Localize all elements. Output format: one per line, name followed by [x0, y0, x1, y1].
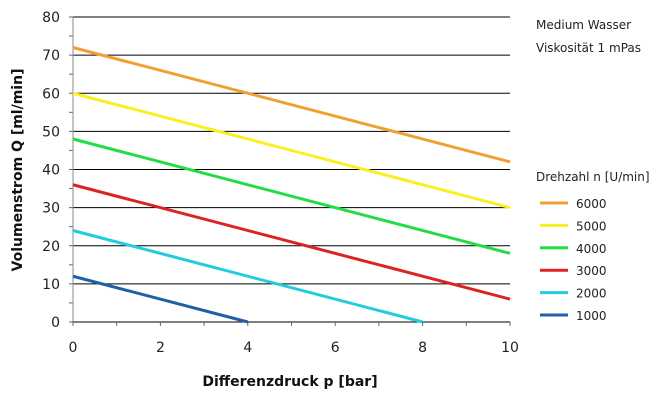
legend-title: Drehzahl n [U/min]	[536, 170, 650, 184]
x-tick-label: 8	[418, 340, 427, 356]
y-tick-label: 80	[42, 10, 60, 26]
y-tick-labels: 0 10 20 30 40 50 60 70 80	[42, 10, 60, 331]
series-line-4000	[72, 137, 511, 255]
grid	[73, 16, 510, 285]
legend-label-6000: 6000	[576, 197, 607, 211]
legend-label-4000: 4000	[576, 242, 607, 256]
legend: Drehzahl n [U/min] 6000 5000 4000 3000 2000 1…	[536, 170, 650, 323]
series-lines	[72, 46, 511, 324]
y-tick-label: 0	[51, 315, 60, 331]
y-tick-label: 40	[42, 163, 60, 179]
legend-label-3000: 3000	[576, 264, 607, 278]
series-line-1000	[72, 274, 249, 324]
y-tick-label: 50	[42, 124, 60, 140]
x-axis-title: Differenzdruck p [bar]	[202, 374, 377, 390]
legend-label-1000: 1000	[576, 309, 607, 323]
x-tick-labels: 0 2 4 6 8 10	[69, 340, 519, 356]
y-tick-label: 30	[42, 201, 60, 217]
x-tick-label: 6	[331, 340, 340, 356]
x-tick-label: 4	[243, 340, 252, 356]
viscosity-note: Viskosität 1 mPas	[536, 41, 641, 55]
x-tick-label: 0	[69, 340, 78, 356]
y-tick-label: 70	[42, 48, 60, 64]
x-tick-label: 10	[501, 340, 519, 356]
x-tick-label: 2	[156, 340, 165, 356]
y-tick-label: 10	[42, 277, 60, 293]
legend-label-2000: 2000	[576, 287, 607, 301]
medium-note: Medium Wasser	[536, 18, 632, 32]
y-tick-label: 60	[42, 86, 60, 102]
series-line-3000	[72, 183, 511, 301]
y-axis-title: Volumenstrom Q [ml/min]	[10, 69, 26, 272]
series-line-6000	[72, 46, 511, 164]
series-line-5000	[72, 91, 511, 210]
axes	[69, 16, 511, 326]
y-tick-label: 20	[42, 239, 60, 255]
series-line-2000	[72, 229, 423, 324]
legend-label-5000: 5000	[576, 219, 607, 233]
